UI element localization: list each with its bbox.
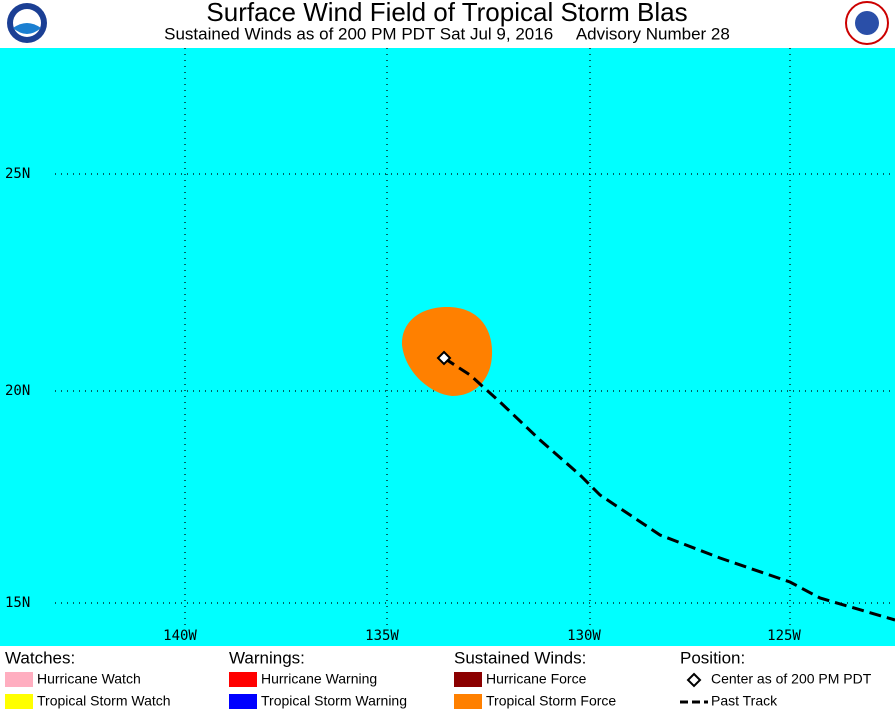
legend-heading: Sustained Winds: xyxy=(454,648,586,667)
swatch xyxy=(454,672,482,687)
swatch xyxy=(5,672,33,687)
noaa-logo xyxy=(7,3,47,43)
swatch xyxy=(229,672,257,687)
lat-label: 25N xyxy=(5,166,30,182)
legend-item: Tropical Storm Warning xyxy=(261,693,407,709)
legend-heading: Watches: xyxy=(5,648,75,667)
legend-item: Tropical Storm Watch xyxy=(37,693,171,709)
storm-center xyxy=(436,350,452,366)
legend-item: Tropical Storm Force xyxy=(486,693,616,709)
legend-item: Past Track xyxy=(711,693,778,709)
center-symbol xyxy=(686,672,702,688)
lon-label: 135W xyxy=(365,628,399,644)
legend-item: Hurricane Warning xyxy=(261,671,377,687)
lon-label: 125W xyxy=(767,628,801,644)
swatch xyxy=(229,694,257,709)
graticule xyxy=(55,48,895,625)
past-track xyxy=(443,356,895,622)
lat-label: 15N xyxy=(5,595,30,611)
lat-label: 20N xyxy=(5,383,30,399)
swatch xyxy=(454,694,482,709)
legend-item: Center as of 200 PM PDT xyxy=(711,671,872,687)
lon-label: 130W xyxy=(567,628,601,644)
title: Surface Wind Field of Tropical Storm Bla… xyxy=(206,0,687,27)
legend: Watches: Hurricane Watch Tropical Storm … xyxy=(5,648,872,709)
legend-heading: Warnings: xyxy=(229,648,305,667)
legend-item: Hurricane Watch xyxy=(37,671,141,687)
subtitle: Sustained Winds as of 200 PM PDT Sat Jul… xyxy=(164,24,730,43)
legend-item: Hurricane Force xyxy=(486,671,587,687)
swatch xyxy=(5,694,33,709)
lon-label: 140W xyxy=(163,628,197,644)
legend-heading: Position: xyxy=(680,648,745,667)
nws-logo xyxy=(845,1,889,45)
